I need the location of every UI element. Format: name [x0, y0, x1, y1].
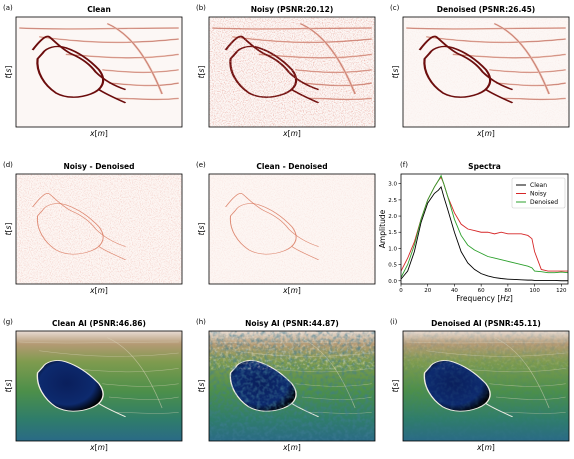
x-axis-label: x[m]	[89, 286, 108, 295]
layer-boundary	[19, 341, 179, 344]
panel-index: (b)	[196, 4, 206, 12]
y-axis-label: t[s]	[4, 380, 13, 393]
panel-b: Noisy (PSNR:20.12) (b) x[m] t[s]	[196, 4, 376, 138]
panel-frame	[208, 330, 376, 442]
chart-frame	[400, 173, 569, 285]
panel-a: Clean (a) x[m] t[s]	[3, 4, 183, 138]
x-tick-label: 60	[478, 288, 485, 294]
panel-index: (e)	[196, 161, 206, 169]
x-tick-label: 80	[504, 288, 511, 294]
panel-index: (c)	[390, 4, 400, 12]
panel-h: Noisy AI (PSNR:44.87) (h) x[m] t[s]	[196, 318, 376, 452]
noise-overlay	[403, 17, 569, 127]
panel-title: Clean AI (PSNR:46.86)	[52, 319, 146, 328]
reflector-line	[107, 23, 163, 95]
layer-boundary	[108, 396, 179, 400]
x-axis-label: x[m]	[476, 443, 495, 452]
y-axis-label: t[s]	[197, 223, 206, 236]
y-axis-label: t[s]	[4, 66, 13, 79]
noise-overlay	[16, 174, 182, 284]
x-axis-label: x[m]	[89, 443, 108, 452]
layer-boundary	[115, 412, 179, 414]
panel-title: Denoised (PSNR:26.45)	[437, 5, 535, 14]
legend-label: Denoised	[530, 199, 558, 206]
panel-title: Noisy (PSNR:20.12)	[251, 5, 334, 14]
noise-overlay	[209, 174, 375, 284]
chart-index: (f)	[400, 161, 408, 169]
y-tick-label: 2.5	[388, 198, 397, 204]
panel-index: (d)	[3, 161, 13, 169]
layer-boundary	[107, 337, 163, 409]
x-axis-label: x[m]	[476, 129, 495, 138]
panel-frame	[208, 16, 376, 128]
series-line-denoised	[401, 174, 568, 278]
y-axis-label: t[s]	[4, 223, 13, 236]
panel-frame	[402, 330, 570, 442]
reflector-line	[102, 69, 179, 73]
panel-frame	[402, 16, 570, 128]
y-tick-label: 0.5	[388, 263, 397, 269]
panel-title: Denoised AI (PSNR:45.11)	[431, 319, 541, 328]
y-axis-label: t[s]	[197, 380, 206, 393]
panel-e: Clean - Denoised (e) x[m] t[s]	[196, 161, 376, 295]
x-axis-label: x[m]	[89, 129, 108, 138]
panel-frame	[15, 173, 183, 285]
spectra-chart: 0 20 40 60 80 100 120 0.0 0.5 1.0 1.5 2.0 2.5 3.0 Spec…	[378, 161, 569, 303]
y-tick-label: 0.0	[388, 279, 397, 285]
reflector-line	[115, 98, 179, 100]
panel-frame	[15, 16, 183, 128]
chart-x-label: Frequency [Hz]	[456, 294, 513, 303]
legend-label: Clean	[530, 182, 547, 189]
panel-title: Clean - Denoised	[256, 162, 327, 171]
panel-title: Noisy AI (PSNR:44.87)	[245, 319, 339, 328]
y-tick-label: 1.0	[388, 246, 397, 252]
series-line-clean	[401, 185, 568, 282]
series-group	[401, 174, 568, 282]
x-tick-label: 120	[556, 288, 567, 294]
y-axis-label: t[s]	[391, 380, 400, 393]
noise-overlay	[209, 17, 375, 127]
reflector-line	[19, 27, 179, 30]
panel-index: (i)	[390, 318, 398, 326]
layer-boundary	[102, 383, 179, 387]
panel-index: (a)	[3, 4, 13, 12]
x-axis-label: x[m]	[282, 286, 301, 295]
y-axis-label: t[s]	[197, 66, 206, 79]
x-tick-label: 20	[424, 288, 431, 294]
panel-frame	[15, 330, 183, 442]
panel-g: Clean AI (PSNR:46.86) (g) x[m] t[s]	[3, 318, 183, 452]
y-axis-label: t[s]	[391, 66, 400, 79]
noise-overlay-top	[403, 331, 569, 370]
panel-i: Denoised AI (PSNR:45.11) (i) x[m] t[s]	[390, 318, 570, 452]
x-axis-label: x[m]	[282, 443, 301, 452]
reflector-line	[108, 82, 179, 86]
panel-frame	[208, 173, 376, 285]
y-tick-label: 2.0	[388, 214, 397, 220]
x-axis-label: x[m]	[282, 129, 301, 138]
x-tick-label: 0	[399, 288, 403, 294]
salt-body	[36, 360, 104, 412]
salt-flank	[98, 403, 126, 418]
y-tick-label: 3.0	[388, 182, 397, 188]
salt-flank	[98, 89, 127, 104]
panel-index: (g)	[3, 318, 13, 326]
panel-title: Clean	[87, 5, 111, 14]
panel-title: Noisy - Denoised	[64, 162, 135, 171]
panel-index: (h)	[196, 318, 206, 326]
panel-d: Noisy - Denoised (d) x[m] t[s]	[3, 161, 183, 295]
salt-top-horizon	[31, 35, 127, 91]
chart-y-label: Amplitude	[378, 209, 387, 248]
y-tick-label: 1.5	[388, 230, 397, 236]
legend-label: Noisy	[530, 191, 547, 198]
chart-title: Spectra	[468, 162, 501, 171]
layer-boundary	[39, 350, 179, 357]
x-tick-label: 100	[529, 288, 540, 294]
x-tick-label: 40	[451, 288, 458, 294]
panel-c: Denoised (PSNR:26.45) (c) x[m] t[s]	[390, 4, 570, 138]
noise-overlay-top	[209, 331, 375, 370]
